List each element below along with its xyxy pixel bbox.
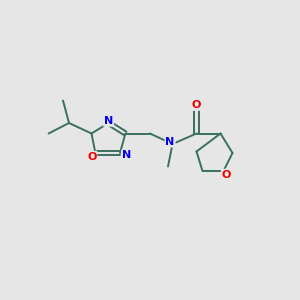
Text: N: N (104, 116, 113, 126)
Text: N: N (166, 136, 175, 147)
Text: N: N (122, 150, 131, 161)
Text: O: O (222, 169, 231, 180)
Text: O: O (192, 100, 201, 110)
Text: O: O (87, 152, 97, 162)
